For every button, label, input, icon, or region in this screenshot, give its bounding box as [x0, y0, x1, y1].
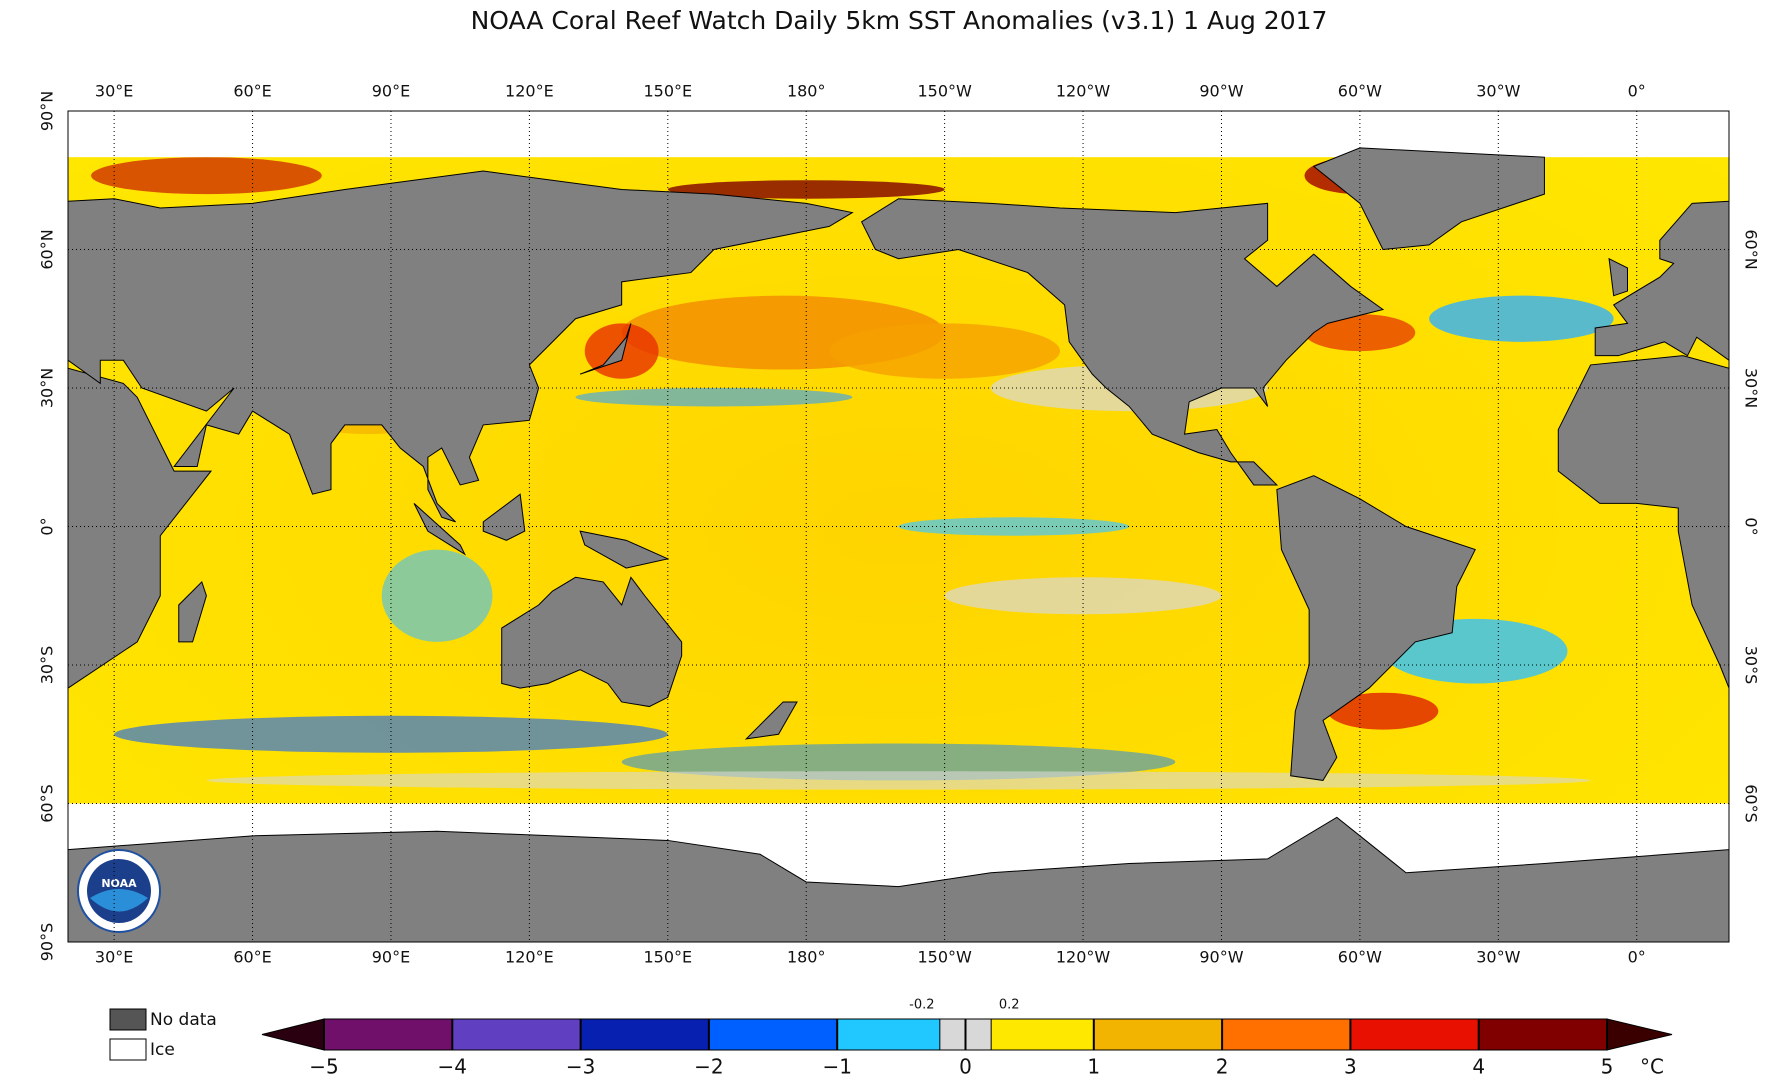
lat-label-right: 30°N: [1742, 368, 1761, 408]
land: [68, 148, 1730, 943]
lon-label-bottom: 150°W: [917, 948, 972, 967]
lon-label-bottom: 60°W: [1338, 948, 1382, 967]
lon-label-bottom: 120°E: [505, 948, 554, 967]
colorbar-segment: [1350, 1019, 1479, 1050]
colorbar-low-extension: [261, 1018, 325, 1051]
lon-label-top: 120°W: [1056, 82, 1111, 101]
title: NOAA Coral Reef Watch Daily 5km SST Anom…: [471, 6, 1328, 35]
lat-label-right: 30°S: [1742, 646, 1761, 685]
lon-label-top: 30°W: [1476, 82, 1520, 101]
arctic-ice: [68, 111, 1730, 158]
colorbar-segment: [1222, 1019, 1351, 1050]
colorbar-minor-label: -0.2: [909, 998, 934, 1013]
legend-swatch: [109, 1008, 147, 1031]
lon-label-top: 150°E: [643, 82, 692, 101]
legend-label: No data: [150, 1010, 217, 1030]
lat-label-left: 0°: [38, 517, 57, 535]
anomaly-patches: [91, 157, 1614, 790]
lat-label-right: 0°: [1742, 517, 1761, 535]
colorbar-segment: [324, 1019, 453, 1050]
lon-label-bottom: 30°E: [95, 948, 133, 967]
lat-label-left: 60°N: [38, 229, 57, 269]
lon-label-top: 60°E: [233, 82, 271, 101]
lon-label-bottom: 90°E: [372, 948, 410, 967]
lon-label-bottom: 150°E: [643, 948, 692, 967]
noaa-logo: NOAA: [77, 849, 161, 933]
lat-label-left: 60°S: [38, 784, 57, 823]
colorbar-tick-label: 4: [1472, 1055, 1485, 1079]
colorbar-tick-label: 5: [1601, 1055, 1614, 1079]
lon-label-bottom: 180°: [787, 948, 826, 967]
lon-label-bottom: 0°: [1628, 948, 1646, 967]
lon-label-top: 30°E: [95, 82, 133, 101]
colorbar-tick-label: −4: [438, 1055, 467, 1079]
lat-label-left: 30°N: [38, 368, 57, 408]
colorbar-segment: [708, 1019, 838, 1050]
lon-label-top: 0°: [1628, 82, 1646, 101]
lat-label-left: 90°N: [38, 91, 57, 131]
logo-text: NOAA: [101, 877, 137, 890]
lon-label-bottom: 30°W: [1476, 948, 1520, 967]
lon-label-top: 60°W: [1338, 82, 1382, 101]
lon-label-bottom: 60°E: [233, 948, 271, 967]
colorbar-tick-label: 1: [1087, 1055, 1100, 1079]
lat-label-right: 60°N: [1742, 229, 1761, 269]
colorbar-tick-label: −3: [566, 1055, 595, 1079]
colorbar-segment: [452, 1019, 581, 1050]
colorbar-high-extension: [1606, 1018, 1673, 1051]
lat-label-left: 30°S: [38, 646, 57, 685]
colorbar-tick-label: −5: [309, 1055, 338, 1079]
lat-label-right: 60°S: [1742, 784, 1761, 823]
lon-label-top: 150°W: [917, 82, 972, 101]
colorbar-segment: [1478, 1019, 1607, 1050]
colorbar-tick-label: 0: [959, 1055, 972, 1079]
legend-label: Ice: [150, 1040, 175, 1060]
colorbar-segment: [1093, 1019, 1223, 1050]
colorbar-unit: °C: [1640, 1055, 1664, 1079]
lon-label-top: 180°: [787, 82, 826, 101]
legend-swatch: [109, 1038, 147, 1061]
colorbar-tick-label: 2: [1216, 1055, 1229, 1079]
colorbar-minor-label: 0.2: [999, 998, 1020, 1013]
lon-label-top: 120°E: [505, 82, 554, 101]
lat-label-left: 90°S: [38, 923, 57, 962]
lon-label-bottom: 120°W: [1056, 948, 1111, 967]
lon-label-top: 90°W: [1199, 82, 1243, 101]
lon-label-bottom: 90°W: [1199, 948, 1243, 967]
colorbar-tick-label: −2: [694, 1055, 723, 1079]
colorbar-tick-label: 3: [1344, 1055, 1357, 1079]
lon-label-top: 90°E: [372, 82, 410, 101]
colorbar-segment: [580, 1019, 709, 1050]
colorbar-tick-label: −1: [822, 1055, 851, 1079]
